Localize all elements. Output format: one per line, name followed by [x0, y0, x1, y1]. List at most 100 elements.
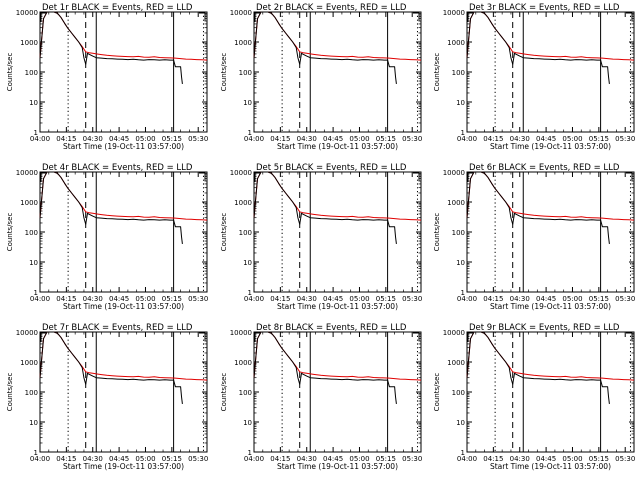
x-tick-label: 05:00	[135, 455, 155, 463]
series-events	[39, 331, 183, 404]
x-tick-label: 05:15	[162, 135, 182, 143]
x-tick-label: 04:45	[323, 295, 343, 303]
y-tick-label: 100	[452, 229, 465, 237]
x-tick-label: 04:15	[56, 295, 76, 303]
y-axis-title: Counts/sec	[433, 53, 441, 92]
x-tick-label: 04:00	[244, 455, 264, 463]
x-tick-label: 04:45	[323, 135, 343, 143]
x-tick-label: 05:30	[402, 455, 422, 463]
y-tick-label: 10	[29, 419, 38, 427]
y-tick-label: 1000	[447, 39, 465, 47]
x-tick-label: 05:15	[376, 295, 396, 303]
x-axis-title: Start Time (19-Oct-11 03:57:00)	[490, 302, 611, 311]
x-tick-label: 05:30	[615, 295, 635, 303]
panel-title: Det 4r BLACK = Events, RED = LLD	[42, 163, 193, 173]
x-tick-label: 04:45	[109, 455, 129, 463]
y-tick-label: 10000	[443, 9, 465, 17]
y-tick-label: 1000	[234, 359, 252, 367]
x-tick-label: 05:00	[562, 295, 582, 303]
corner-mark-left	[467, 12, 474, 22]
panel-title: Det 3r BLACK = Events, RED = LLD	[469, 3, 620, 13]
panel-3: Det 3r BLACK = Events, RED = LLD 1 10 100 10…	[433, 3, 635, 151]
corner-mark-left	[40, 172, 47, 182]
y-tick-label: 10	[456, 99, 465, 107]
x-tick-label: 05:30	[615, 135, 635, 143]
y-tick-label: 1000	[447, 359, 465, 367]
corner-mark-right	[199, 12, 206, 21]
x-tick-label: 04:00	[30, 455, 50, 463]
y-axis-title: Counts/sec	[220, 53, 228, 92]
y-tick-label: 100	[25, 69, 38, 77]
x-tick-label: 05:00	[349, 295, 369, 303]
y-tick-label: 1000	[234, 199, 252, 207]
x-tick-label: 04:15	[56, 135, 76, 143]
y-tick-label: 100	[452, 389, 465, 397]
x-tick-label: 04:45	[536, 455, 556, 463]
series-lld	[466, 331, 635, 381]
corner-mark-right	[626, 172, 633, 181]
x-tick-label: 05:30	[188, 455, 208, 463]
panel-title: Det 5r BLACK = Events, RED = LLD	[256, 163, 407, 173]
series-events	[253, 11, 397, 84]
y-tick-label: 1000	[20, 359, 38, 367]
x-tick-label: 05:00	[135, 295, 155, 303]
corner-mark-left	[467, 332, 474, 342]
y-axis-title: Counts/sec	[220, 213, 228, 252]
x-tick-label: 05:00	[135, 135, 155, 143]
x-tick-label: 05:15	[589, 455, 609, 463]
x-tick-label: 04:15	[483, 295, 503, 303]
y-tick-label: 100	[239, 69, 252, 77]
x-tick-label: 04:00	[457, 295, 477, 303]
y-tick-label: 10000	[16, 169, 38, 177]
series-events	[39, 11, 183, 84]
panel-8: Det 8r BLACK = Events, RED = LLD 1 10 100 10…	[220, 323, 422, 471]
corner-mark-right	[413, 332, 420, 341]
axes-frame	[253, 331, 422, 453]
y-tick-label: 100	[452, 69, 465, 77]
y-tick-label: 1000	[447, 199, 465, 207]
x-axis-title: Start Time (19-Oct-11 03:57:00)	[277, 302, 398, 311]
x-tick-label: 05:15	[376, 135, 396, 143]
y-tick-label: 10000	[230, 329, 252, 337]
y-tick-label: 10	[29, 99, 38, 107]
y-axis-title: Counts/sec	[433, 373, 441, 412]
series-events	[253, 171, 397, 244]
panel-7: Det 7r BLACK = Events, RED = LLD 1 10 100 10…	[6, 323, 208, 471]
x-tick-label: 04:00	[30, 135, 50, 143]
corner-mark-right	[199, 332, 206, 341]
x-axis-title: Start Time (19-Oct-11 03:57:00)	[63, 462, 184, 471]
x-axis-title: Start Time (19-Oct-11 03:57:00)	[490, 462, 611, 471]
x-tick-label: 04:30	[297, 455, 317, 463]
axes-frame	[466, 331, 635, 453]
y-tick-label: 10000	[230, 169, 252, 177]
x-tick-label: 04:30	[83, 455, 103, 463]
x-tick-label: 04:15	[483, 455, 503, 463]
corner-mark-right	[626, 332, 633, 341]
x-tick-label: 04:30	[83, 295, 103, 303]
x-tick-label: 05:30	[615, 455, 635, 463]
panel-2: Det 2r BLACK = Events, RED = LLD 1 10 100 10…	[220, 3, 422, 151]
x-axis-title: Start Time (19-Oct-11 03:57:00)	[63, 142, 184, 151]
x-axis-title: Start Time (19-Oct-11 03:57:00)	[63, 302, 184, 311]
axes-frame	[466, 171, 635, 293]
x-tick-label: 04:30	[83, 135, 103, 143]
x-tick-label: 04:30	[297, 135, 317, 143]
y-tick-label: 1	[248, 129, 252, 137]
y-tick-label: 100	[25, 229, 38, 237]
x-tick-label: 05:30	[402, 295, 422, 303]
series-events	[466, 11, 610, 84]
series-lld	[253, 171, 422, 221]
panel-9: Det 9r BLACK = Events, RED = LLD 1 10 100 10…	[433, 323, 635, 471]
series-lld	[466, 11, 635, 61]
x-tick-label: 04:45	[536, 295, 556, 303]
x-tick-label: 05:30	[188, 295, 208, 303]
series-lld	[39, 331, 208, 381]
y-tick-label: 100	[239, 389, 252, 397]
x-tick-label: 05:30	[402, 135, 422, 143]
y-tick-label: 10	[29, 259, 38, 267]
panel-title: Det 9r BLACK = Events, RED = LLD	[469, 323, 620, 333]
x-tick-label: 04:45	[109, 135, 129, 143]
y-tick-label: 10	[243, 419, 252, 427]
x-tick-label: 05:30	[188, 135, 208, 143]
y-tick-label: 1	[34, 449, 38, 457]
